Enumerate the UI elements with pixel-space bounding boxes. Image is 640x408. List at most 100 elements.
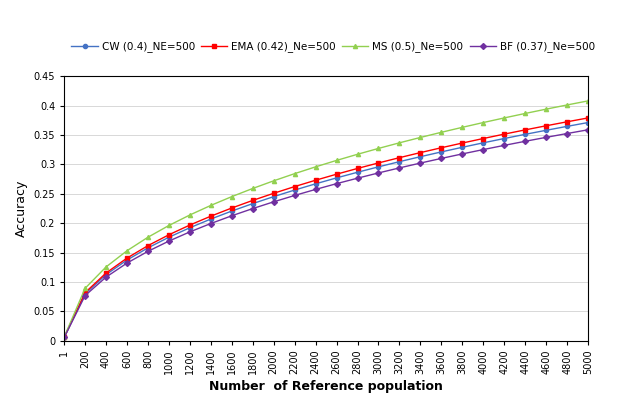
BF (0.37)_Ne=500 — [563, 131, 571, 136]
CW (0.4)_NE=500 — [458, 145, 466, 150]
BF (0.37)_Ne=500 — [144, 249, 152, 254]
EMA (0.42)_Ne=500 — [81, 290, 89, 295]
EMA (0.42)_Ne=500 — [500, 132, 508, 137]
EMA (0.42)_Ne=500 — [522, 127, 529, 132]
EMA (0.42)_Ne=500 — [291, 184, 298, 189]
EMA (0.42)_Ne=500 — [102, 271, 110, 275]
BF (0.37)_Ne=500 — [333, 181, 340, 186]
BF (0.37)_Ne=500 — [458, 151, 466, 156]
BF (0.37)_Ne=500 — [417, 161, 424, 166]
Line: MS (0.5)_Ne=500: MS (0.5)_Ne=500 — [62, 99, 590, 339]
BF (0.37)_Ne=500 — [374, 171, 382, 175]
Line: BF (0.37)_Ne=500: BF (0.37)_Ne=500 — [62, 128, 590, 339]
CW (0.4)_NE=500 — [291, 188, 298, 193]
EMA (0.42)_Ne=500 — [374, 160, 382, 165]
MS (0.5)_Ne=500 — [500, 115, 508, 120]
CW (0.4)_NE=500 — [123, 257, 131, 262]
CW (0.4)_NE=500 — [270, 194, 278, 199]
Legend: CW (0.4)_NE=500, EMA (0.42)_Ne=500, MS (0.5)_Ne=500, BF (0.37)_Ne=500: CW (0.4)_NE=500, EMA (0.42)_Ne=500, MS (… — [69, 39, 597, 54]
BF (0.37)_Ne=500 — [123, 261, 131, 266]
MS (0.5)_Ne=500 — [60, 335, 68, 339]
EMA (0.42)_Ne=500 — [165, 232, 173, 237]
Y-axis label: Accuracy: Accuracy — [15, 180, 28, 237]
BF (0.37)_Ne=500 — [102, 275, 110, 279]
CW (0.4)_NE=500 — [542, 128, 550, 133]
BF (0.37)_Ne=500 — [500, 143, 508, 148]
BF (0.37)_Ne=500 — [249, 206, 257, 211]
CW (0.4)_NE=500 — [396, 159, 403, 164]
CW (0.4)_NE=500 — [417, 154, 424, 159]
EMA (0.42)_Ne=500 — [417, 150, 424, 155]
CW (0.4)_NE=500 — [354, 170, 362, 175]
EMA (0.42)_Ne=500 — [479, 136, 487, 141]
MS (0.5)_Ne=500 — [228, 194, 236, 199]
BF (0.37)_Ne=500 — [165, 239, 173, 244]
BF (0.37)_Ne=500 — [438, 156, 445, 161]
BF (0.37)_Ne=500 — [312, 187, 319, 192]
CW (0.4)_NE=500 — [144, 246, 152, 251]
MS (0.5)_Ne=500 — [186, 213, 194, 217]
MS (0.5)_Ne=500 — [249, 186, 257, 191]
EMA (0.42)_Ne=500 — [207, 214, 214, 219]
CW (0.4)_NE=500 — [479, 140, 487, 145]
MS (0.5)_Ne=500 — [123, 248, 131, 253]
MS (0.5)_Ne=500 — [270, 178, 278, 183]
Line: EMA (0.42)_Ne=500: EMA (0.42)_Ne=500 — [62, 116, 590, 339]
CW (0.4)_NE=500 — [438, 149, 445, 154]
EMA (0.42)_Ne=500 — [458, 141, 466, 146]
CW (0.4)_NE=500 — [102, 272, 110, 277]
CW (0.4)_NE=500 — [584, 120, 592, 125]
MS (0.5)_Ne=500 — [522, 111, 529, 116]
EMA (0.42)_Ne=500 — [354, 166, 362, 171]
CW (0.4)_NE=500 — [333, 175, 340, 180]
CW (0.4)_NE=500 — [207, 217, 214, 222]
BF (0.37)_Ne=500 — [207, 221, 214, 226]
EMA (0.42)_Ne=500 — [333, 172, 340, 177]
MS (0.5)_Ne=500 — [165, 223, 173, 228]
EMA (0.42)_Ne=500 — [542, 123, 550, 128]
BF (0.37)_Ne=500 — [186, 229, 194, 234]
EMA (0.42)_Ne=500 — [123, 256, 131, 261]
MS (0.5)_Ne=500 — [479, 120, 487, 125]
BF (0.37)_Ne=500 — [542, 135, 550, 140]
CW (0.4)_NE=500 — [186, 225, 194, 230]
BF (0.37)_Ne=500 — [584, 127, 592, 132]
MS (0.5)_Ne=500 — [542, 107, 550, 112]
EMA (0.42)_Ne=500 — [584, 115, 592, 120]
CW (0.4)_NE=500 — [81, 291, 89, 296]
BF (0.37)_Ne=500 — [270, 200, 278, 204]
MS (0.5)_Ne=500 — [291, 171, 298, 176]
MS (0.5)_Ne=500 — [312, 164, 319, 169]
MS (0.5)_Ne=500 — [333, 158, 340, 163]
EMA (0.42)_Ne=500 — [228, 206, 236, 211]
EMA (0.42)_Ne=500 — [396, 155, 403, 160]
MS (0.5)_Ne=500 — [417, 135, 424, 140]
BF (0.37)_Ne=500 — [60, 335, 68, 340]
EMA (0.42)_Ne=500 — [312, 178, 319, 183]
EMA (0.42)_Ne=500 — [144, 243, 152, 248]
Line: CW (0.4)_NE=500: CW (0.4)_NE=500 — [62, 120, 590, 339]
CW (0.4)_NE=500 — [374, 164, 382, 169]
MS (0.5)_Ne=500 — [396, 140, 403, 145]
BF (0.37)_Ne=500 — [522, 139, 529, 144]
MS (0.5)_Ne=500 — [563, 102, 571, 107]
BF (0.37)_Ne=500 — [354, 176, 362, 181]
BF (0.37)_Ne=500 — [291, 193, 298, 198]
EMA (0.42)_Ne=500 — [186, 223, 194, 228]
BF (0.37)_Ne=500 — [396, 166, 403, 171]
BF (0.37)_Ne=500 — [228, 213, 236, 218]
CW (0.4)_NE=500 — [249, 201, 257, 206]
CW (0.4)_NE=500 — [563, 124, 571, 129]
MS (0.5)_Ne=500 — [584, 98, 592, 103]
EMA (0.42)_Ne=500 — [249, 198, 257, 203]
MS (0.5)_Ne=500 — [354, 152, 362, 157]
CW (0.4)_NE=500 — [500, 136, 508, 141]
MS (0.5)_Ne=500 — [102, 264, 110, 269]
MS (0.5)_Ne=500 — [374, 146, 382, 151]
MS (0.5)_Ne=500 — [144, 235, 152, 239]
MS (0.5)_Ne=500 — [207, 203, 214, 208]
MS (0.5)_Ne=500 — [438, 130, 445, 135]
MS (0.5)_Ne=500 — [458, 125, 466, 130]
CW (0.4)_NE=500 — [60, 335, 68, 340]
CW (0.4)_NE=500 — [228, 208, 236, 213]
